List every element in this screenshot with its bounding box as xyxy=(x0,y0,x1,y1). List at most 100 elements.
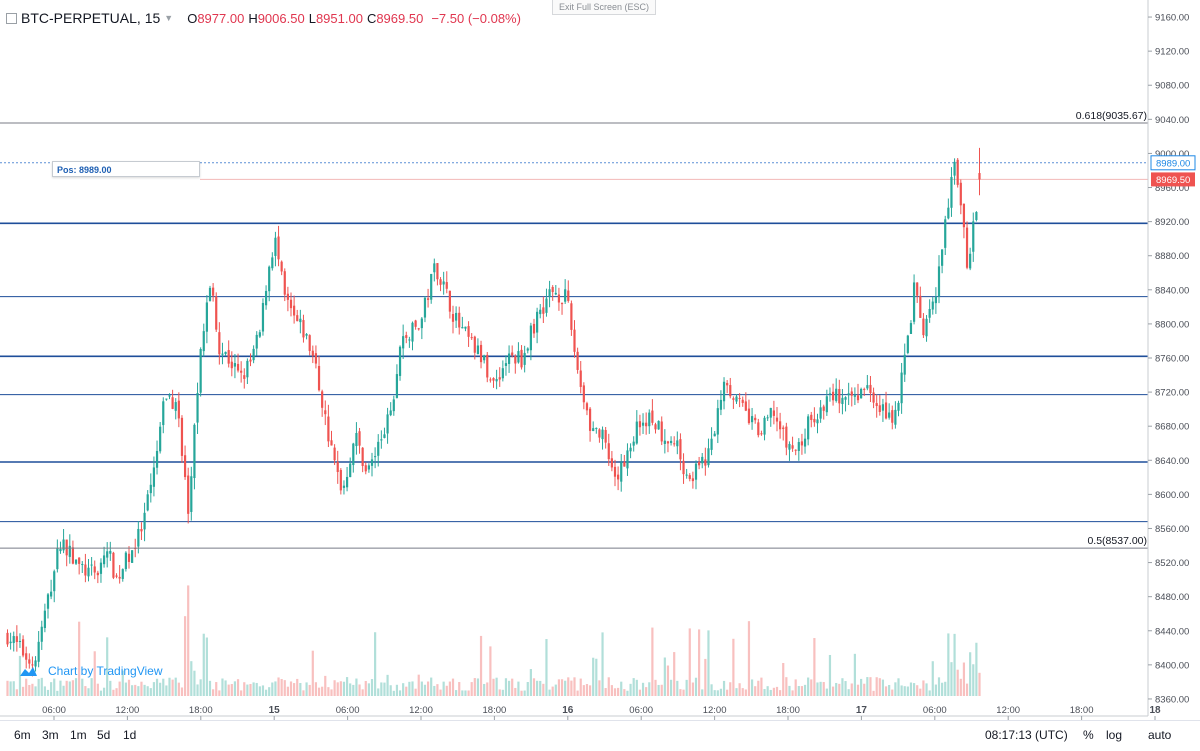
candle-body xyxy=(766,417,769,419)
volume-bar xyxy=(417,674,420,696)
candle-body xyxy=(168,395,171,397)
candle-body xyxy=(539,309,542,315)
volume-bar xyxy=(212,689,215,696)
volume-bar xyxy=(43,686,46,696)
candle-body xyxy=(526,348,529,351)
volume-bar xyxy=(557,679,561,696)
candle-body xyxy=(582,385,585,403)
volume-bar xyxy=(922,680,925,696)
candle-body xyxy=(698,461,701,466)
candle-body xyxy=(632,441,635,446)
interval-1m-button[interactable]: 1m xyxy=(70,728,87,742)
interval-6m-button[interactable]: 6m xyxy=(14,728,31,742)
volume-bar xyxy=(853,653,856,696)
candle-body xyxy=(193,424,196,479)
price-tags: 8989.00 8969.50 xyxy=(1150,155,1196,187)
volume-bar xyxy=(411,681,414,696)
candle-body xyxy=(881,404,885,411)
price-axis[interactable]: 9160.00 9120.00 9080.00 9040.00 9000.00 8960.… xyxy=(1148,13,1189,706)
auto-toggle[interactable]: auto xyxy=(1148,728,1172,742)
candle-body xyxy=(607,443,610,460)
percent-toggle[interactable]: % xyxy=(1083,728,1094,742)
volume-bar xyxy=(464,690,467,696)
candle-body xyxy=(140,529,143,532)
candle-body xyxy=(564,289,567,302)
candle-body xyxy=(261,302,265,332)
candle-body xyxy=(779,421,782,430)
candle-body xyxy=(155,450,159,468)
candle-body xyxy=(152,467,156,487)
volume-bar xyxy=(56,690,59,696)
volume-bar xyxy=(240,690,243,696)
collapse-square-icon[interactable] xyxy=(6,12,17,24)
candle-body xyxy=(37,641,40,662)
candle-body xyxy=(258,332,261,337)
volume-bar xyxy=(146,686,149,696)
volume-bar xyxy=(473,678,476,696)
candle-body xyxy=(420,318,423,329)
fib-levels[interactable]: 0.618(9035.67) 0.5(8537.00) xyxy=(0,110,1148,549)
candle-body xyxy=(747,408,751,424)
x-tick-label: 15 xyxy=(269,705,281,716)
candle-body xyxy=(959,182,962,206)
candle-body xyxy=(131,550,134,563)
candle-body xyxy=(816,419,819,424)
volume-bar xyxy=(906,686,909,696)
volume-bar xyxy=(847,689,850,696)
volume-bar xyxy=(719,688,723,696)
volume-bar xyxy=(648,682,651,696)
candle-body xyxy=(785,426,788,448)
volume-bar xyxy=(953,633,956,696)
volume-bar xyxy=(891,689,894,696)
time-axis[interactable]: 06:00 12:00 18:00 15 06:00 12:00 18:00 16 06:00 1… xyxy=(42,705,1161,720)
volume-bar xyxy=(539,680,542,696)
volume-bar xyxy=(283,680,286,696)
volume-bar xyxy=(255,682,258,696)
candle-body xyxy=(735,396,738,402)
position-label[interactable]: Pos: 8989.00 xyxy=(52,161,200,177)
volume-bar xyxy=(523,690,526,696)
interval-1d-button[interactable]: 1d xyxy=(123,728,137,742)
plot-area[interactable] xyxy=(0,0,1148,716)
change-value: −7.50 (−0.08%) xyxy=(431,10,521,26)
volume-bar xyxy=(635,679,638,696)
exit-fullscreen-button[interactable]: Exit Full Screen (ESC) xyxy=(552,0,657,15)
y-tick-label: 8960.00 xyxy=(1155,183,1189,194)
candle-body xyxy=(807,416,810,440)
symbol-label[interactable]: BTC-PERPETUAL, 15 xyxy=(21,10,161,26)
candle-body xyxy=(928,308,931,318)
volume-bar xyxy=(196,684,199,696)
volume-bar xyxy=(775,686,779,696)
candle-body xyxy=(657,420,660,430)
volume-bar xyxy=(483,683,486,696)
candle-body xyxy=(81,564,84,566)
volume-bar xyxy=(844,681,847,696)
candle-body xyxy=(925,318,928,337)
candle-body xyxy=(177,400,180,419)
volume-bar xyxy=(694,677,698,696)
candle-body xyxy=(654,424,657,430)
candle-body xyxy=(934,296,937,304)
volume-bar xyxy=(370,679,374,696)
tradingview-logo-icon xyxy=(20,667,37,676)
candle-body xyxy=(87,567,90,577)
volume-bar xyxy=(548,689,551,696)
candle-body xyxy=(283,271,286,295)
candle-body xyxy=(716,408,719,435)
chevron-down-icon[interactable]: ▼ xyxy=(164,13,174,23)
candle-body xyxy=(701,456,704,464)
interval-5d-button[interactable]: 5d xyxy=(97,728,111,742)
interval-3m-button[interactable]: 3m xyxy=(42,728,59,742)
volume-bar xyxy=(84,686,87,696)
utc-clock[interactable]: 08:17:13 (UTC) xyxy=(985,728,1068,742)
y-tick-label: 8680.00 xyxy=(1155,422,1189,433)
log-toggle[interactable]: log xyxy=(1106,728,1123,742)
candle-body xyxy=(825,396,828,413)
candle-body xyxy=(56,548,59,570)
candle-body xyxy=(252,348,255,361)
tradingview-branding[interactable]: Chart by TradingView xyxy=(18,664,163,678)
candle-body xyxy=(560,303,564,305)
candle-body xyxy=(414,320,417,327)
candle-body xyxy=(212,287,215,296)
